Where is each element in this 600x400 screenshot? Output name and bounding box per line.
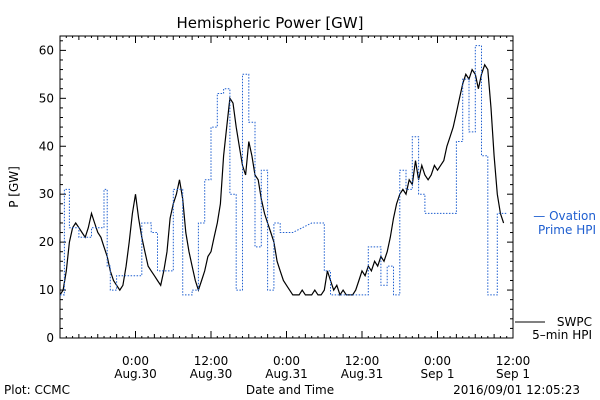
x-tick-label-time: 12:00 xyxy=(194,354,229,368)
y-tick-label: 0 xyxy=(46,331,54,345)
series-swpc-5min-hpi xyxy=(59,63,505,297)
x-tick-label-time: 12:00 xyxy=(345,354,380,368)
x-tick-label-date: Aug.31 xyxy=(341,367,384,381)
legend-swpc-line2: 5–min HPI xyxy=(532,328,592,342)
legend-ovation-line1: — Ovation xyxy=(533,209,596,223)
y-tick-label: 60 xyxy=(39,43,54,57)
x-tick-label-time: 0:00 xyxy=(273,354,300,368)
y-axis-label: P [GW] xyxy=(7,166,21,208)
x-tick-label-time: 0:00 xyxy=(122,354,149,368)
y-tick-label: 20 xyxy=(39,235,54,249)
plot-timestamp: 2016/09/01 12:05:23 xyxy=(453,383,580,397)
legend: — Ovation Prime HPI SWPC 5–min HPI xyxy=(515,209,596,342)
y-tick-label: 50 xyxy=(39,91,54,105)
x-tick-label-date: Sep 1 xyxy=(496,367,530,381)
x-tick-label-date: Sep 1 xyxy=(420,367,454,381)
chart-title: Hemispheric Power [GW] xyxy=(177,14,364,32)
x-axis-label: Date and Time xyxy=(246,383,334,397)
y-tick-label: 40 xyxy=(39,139,54,153)
x-tick-label-date: Aug.31 xyxy=(265,367,308,381)
x-axis: 0:00Aug.3012:00Aug.300:00Aug.3112:00Aug.… xyxy=(59,36,531,381)
x-tick-label-date: Aug.30 xyxy=(190,367,233,381)
x-tick-label-time: 12:00 xyxy=(496,354,531,368)
plot-credit: Plot: CCMC xyxy=(4,383,70,397)
y-tick-label: 30 xyxy=(39,187,54,201)
plot-frame xyxy=(59,35,514,339)
y-axis: 0 10 20 30 40 50 60 xyxy=(39,40,513,345)
x-tick-label-time: 0:00 xyxy=(424,354,451,368)
legend-swpc-line1: SWPC xyxy=(557,315,592,329)
series-layer xyxy=(59,45,507,297)
x-tick-label-date: Aug.30 xyxy=(114,367,157,381)
y-tick-label: 10 xyxy=(39,283,54,297)
legend-ovation-line2: Prime HPI xyxy=(538,223,596,237)
